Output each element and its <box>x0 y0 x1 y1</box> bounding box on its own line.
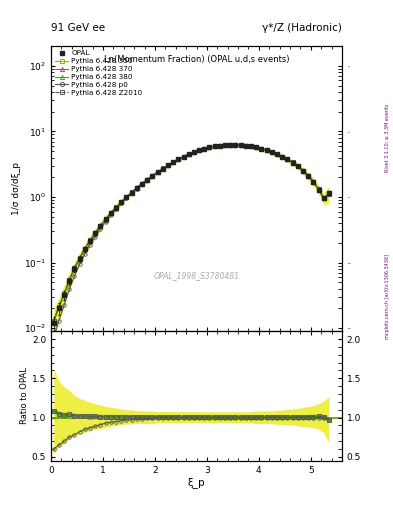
Legend: OPAL, Pythia 6.428 350, Pythia 6.428 370, Pythia 6.428 380, Pythia 6.428 p0, Pyt: OPAL, Pythia 6.428 350, Pythia 6.428 370… <box>53 48 145 98</box>
X-axis label: ξ_p: ξ_p <box>188 477 205 488</box>
Text: mcplots.cern.ch [arXiv:1306.3436]: mcplots.cern.ch [arXiv:1306.3436] <box>385 254 389 339</box>
Text: OPAL_1998_S3780481: OPAL_1998_S3780481 <box>154 271 239 280</box>
Text: γ*/Z (Hadronic): γ*/Z (Hadronic) <box>262 23 342 33</box>
Text: Rivet 3.1.10; ≥ 3.3M events: Rivet 3.1.10; ≥ 3.3M events <box>385 104 389 173</box>
Y-axis label: 1/σ dσ/dξ_p: 1/σ dσ/dξ_p <box>12 162 21 215</box>
Y-axis label: Ratio to OPAL: Ratio to OPAL <box>20 368 29 424</box>
Text: 91 GeV ee: 91 GeV ee <box>51 23 105 33</box>
Text: Ln(Momentum Fraction) (OPAL u,d,s events): Ln(Momentum Fraction) (OPAL u,d,s events… <box>104 55 289 63</box>
